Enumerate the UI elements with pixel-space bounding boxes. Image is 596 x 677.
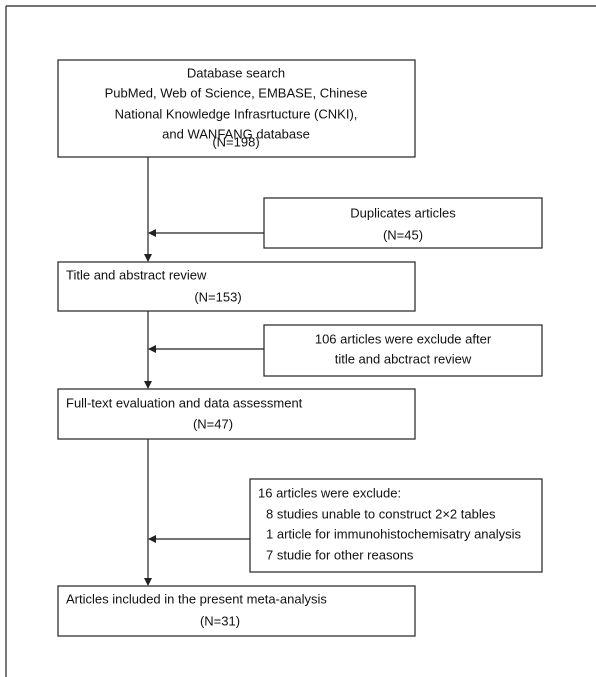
box-text: PubMed, Web of Science, EMBASE, Chinese — [105, 85, 368, 100]
box-text: (N=153) — [194, 289, 241, 304]
box-text: Full-text evaluation and data assessment — [66, 395, 303, 410]
box-text: and WANFANG database — [162, 126, 310, 141]
box-text: Articles included in the present meta-an… — [66, 591, 327, 606]
box-text: 16 articles were exclude: — [258, 485, 401, 500]
flow-box — [57, 585, 416, 637]
box-text: Database search — [187, 65, 285, 80]
box-text: (N=198) — [212, 134, 259, 149]
flow-box — [57, 261, 416, 312]
box-text: 106 articles were exclude after — [315, 331, 492, 346]
flow-box — [249, 478, 543, 573]
box-text: 1 article for immunohistochemisatry anal… — [266, 526, 522, 541]
box-text: Title and abstract review — [66, 267, 207, 282]
box-text: (N=45) — [383, 227, 423, 242]
box-text: (N=47) — [193, 416, 233, 431]
flow-box — [263, 197, 543, 249]
flow-box — [57, 388, 416, 440]
box-text: 8 studies unable to construct 2×2 tables — [266, 506, 496, 521]
box-text: Duplicates articles — [350, 205, 456, 220]
box-text: National Knowledge Infrasrtucture (CNKI)… — [115, 106, 358, 121]
box-text: title and abctract review — [335, 351, 472, 366]
flow-box — [57, 59, 416, 158]
box-text: 7 studie for other reasons — [266, 547, 414, 562]
flow-box — [263, 324, 543, 377]
box-text: (N=31) — [200, 613, 240, 628]
